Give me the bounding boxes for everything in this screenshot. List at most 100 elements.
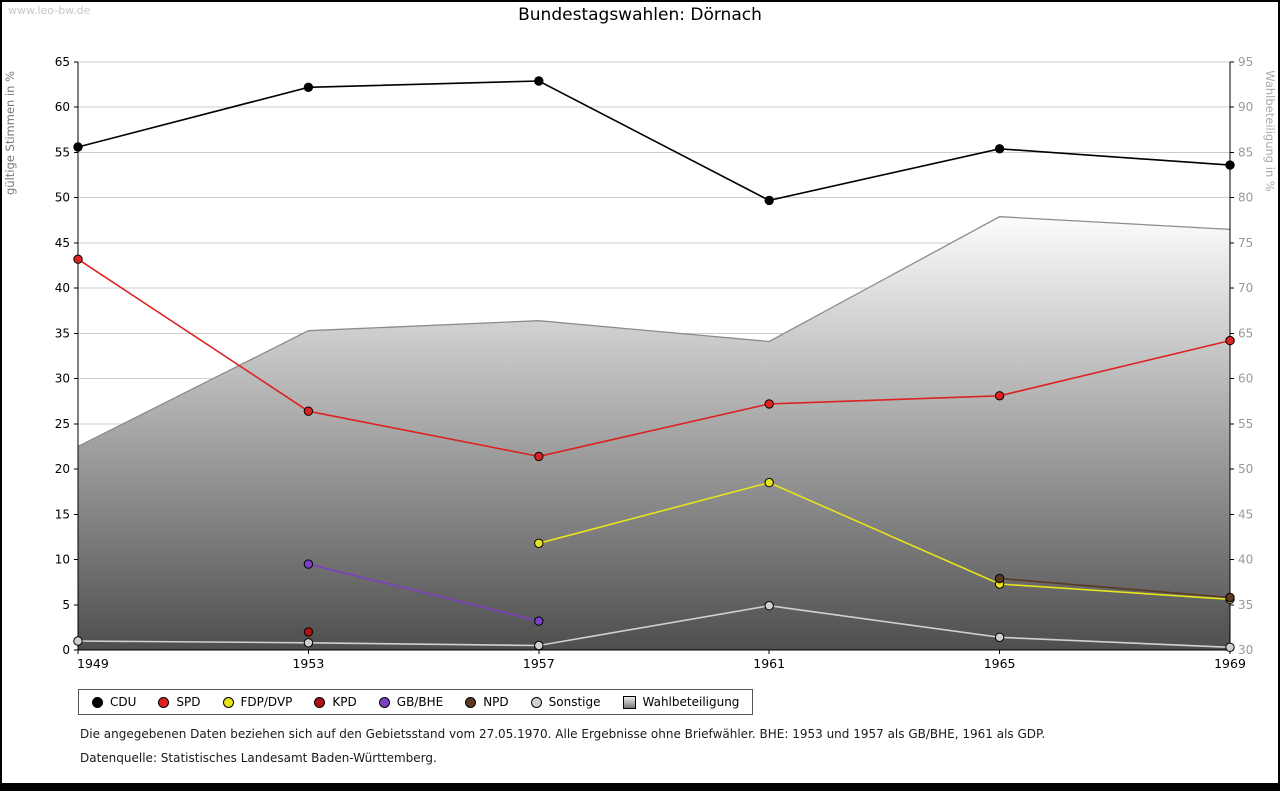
right-tick-label: 60 — [1238, 372, 1253, 386]
data-point-gb-bhe — [303, 559, 314, 569]
right-tick-label: 40 — [1238, 553, 1253, 567]
data-point-spd — [1225, 335, 1235, 346]
series-kpd — [303, 627, 314, 637]
left-tick-label: 30 — [55, 372, 70, 386]
legend-label: Wahlbeteiligung — [642, 695, 740, 709]
bottom-border — [0, 783, 1280, 791]
left-tick-label: 50 — [55, 191, 70, 205]
right-border — [1278, 0, 1280, 791]
x-tick-label: 1949 — [77, 656, 109, 671]
data-point-sonstige — [534, 640, 544, 651]
series-line — [77, 80, 1231, 202]
x-tick-label: 1965 — [984, 656, 1016, 671]
x-tick-label: 1953 — [292, 656, 324, 671]
right-tick-label: 90 — [1238, 100, 1253, 114]
left-tick-label: 20 — [55, 462, 70, 476]
left-tick-label: 25 — [55, 417, 70, 431]
legend-label: CDU — [110, 695, 137, 709]
right-tick-label: 70 — [1238, 281, 1253, 295]
x-tick-label: 1969 — [1214, 656, 1246, 671]
left-tick-label: 40 — [55, 281, 70, 295]
data-point-sonstige — [994, 632, 1005, 642]
legend-item-sonstige: Sonstige — [530, 695, 601, 709]
data-point-cdu — [73, 142, 83, 152]
data-point-sonstige — [1225, 642, 1235, 652]
data-point-fdp-dvp — [534, 538, 544, 548]
data-point-cdu — [303, 82, 314, 93]
data-point-npd — [994, 573, 1005, 584]
legend-item-gb-bhe: GB/BHE — [378, 695, 444, 709]
legend-label: SPD — [176, 695, 201, 709]
left-tick-label: 65 — [55, 55, 70, 69]
series-line — [77, 258, 1231, 458]
right-tick-label: 30 — [1238, 643, 1253, 657]
data-point-spd — [73, 254, 83, 264]
footnote-datenquelle: Datenquelle: Statistisches Landesamt Bad… — [80, 751, 437, 765]
right-tick-label: 75 — [1238, 236, 1253, 250]
series-cdu — [73, 76, 1235, 206]
right-tick-label: 85 — [1238, 145, 1253, 159]
legend-item-npd: NPD — [465, 695, 509, 709]
top-border — [0, 0, 1280, 2]
data-point-sonstige — [764, 601, 774, 611]
left-tick-label: 5 — [62, 598, 70, 612]
left-tick-label: 10 — [55, 553, 70, 567]
data-point-cdu — [534, 76, 544, 86]
data-point-kpd — [303, 627, 314, 637]
legend-item-fdp-dvp: FDP/DVP — [222, 695, 293, 709]
right-tick-label: 45 — [1238, 507, 1253, 521]
series-npd — [994, 573, 1235, 603]
left-axis-title: gültige Stimmen in % — [3, 71, 17, 195]
legend-item-cdu: CDU — [92, 695, 136, 709]
series-gb-bhe — [303, 559, 544, 626]
x-tick-label: 1957 — [523, 656, 555, 671]
data-point-npd — [1225, 592, 1235, 603]
watermark: www.leo-bw.de — [8, 4, 91, 17]
legend-item-wahlbeteiligung: Wahlbeteiligung — [622, 695, 740, 709]
right-axis-title: Wahlbeteiligung in % — [1263, 70, 1277, 192]
left-tick-label: 45 — [55, 236, 70, 250]
right-tick-label: 35 — [1238, 598, 1253, 612]
circle-marker-icon — [222, 696, 234, 708]
footnote-gebietsstand: Die angegebenen Daten beziehen sich auf … — [80, 727, 1046, 741]
data-point-spd — [303, 406, 314, 416]
square-marker-icon — [622, 695, 636, 709]
series-spd — [73, 254, 1235, 462]
data-point-fdp-dvp — [764, 477, 774, 488]
right-tick-label: 80 — [1238, 191, 1253, 205]
legend-label: GB/BHE — [396, 695, 444, 709]
data-point-cdu — [994, 144, 1005, 154]
legend-item-spd: SPD — [158, 695, 201, 709]
circle-marker-icon — [92, 696, 103, 708]
series-line — [538, 481, 1231, 601]
legend-label: Sonstige — [548, 695, 601, 709]
data-point-gb-bhe — [534, 616, 544, 626]
left-tick-label: 55 — [55, 145, 70, 159]
data-point-spd — [534, 451, 544, 462]
circle-marker-icon — [314, 696, 326, 708]
series-line — [308, 563, 539, 622]
legend-label: NPD — [483, 695, 509, 709]
left-tick-label: 35 — [55, 326, 70, 340]
circle-marker-icon — [530, 696, 542, 708]
legend-label: KPD — [332, 695, 357, 709]
legend-item-kpd: KPD — [314, 695, 357, 709]
circle-marker-icon — [158, 696, 170, 708]
left-tick-label: 0 — [62, 643, 70, 657]
chart-plot: 0 5 10 15 20 25 30 35 40 45 50 55 60 65 30 35 40 45 50 55 60… — [3, 55, 1277, 671]
chart-title: Bundestagswahlen: Dörnach — [518, 5, 762, 25]
data-point-sonstige — [73, 636, 83, 646]
left-tick-label: 60 — [55, 100, 70, 114]
legend-label: FDP/DVP — [240, 695, 293, 709]
right-tick-label: 50 — [1238, 462, 1253, 476]
area-outline-wahlbeteiligung — [77, 216, 1231, 448]
data-point-spd — [764, 399, 774, 409]
right-tick-label: 55 — [1238, 417, 1253, 431]
area-wahlbeteiligung — [78, 216, 1230, 650]
data-point-cdu — [1225, 160, 1235, 170]
legend: CDU SPD FDP/DVP KPD GB/BHE NPD Sonstige Wahlbet… — [78, 689, 754, 715]
circle-marker-icon — [378, 696, 390, 708]
data-point-spd — [994, 391, 1005, 401]
series-line — [77, 604, 1231, 649]
